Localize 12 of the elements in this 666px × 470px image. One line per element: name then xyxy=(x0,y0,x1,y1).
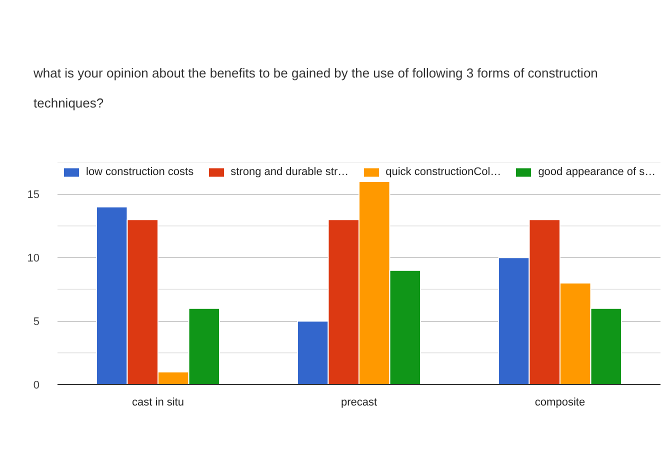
legend-label: strong and durable str… xyxy=(230,166,349,178)
y-tick-label: 15 xyxy=(27,189,40,202)
legend-label: good appearance of s… xyxy=(538,166,656,178)
chart-title: what is your opinion about the benefits to be gained by the use of following 3 forms of construction techniques? xyxy=(32,66,598,110)
x-tick-label: cast in situ xyxy=(132,396,184,408)
x-tick-label: composite xyxy=(534,396,586,408)
x-tick-label: precast xyxy=(340,396,378,408)
legend-label: quick constructionCol… xyxy=(386,166,502,178)
y-tick-label: 5 xyxy=(33,316,40,328)
legend-label: low construction costs xyxy=(86,166,194,178)
y-tick-label: 10 xyxy=(27,252,40,265)
y-tick-label: 0 xyxy=(33,380,40,392)
